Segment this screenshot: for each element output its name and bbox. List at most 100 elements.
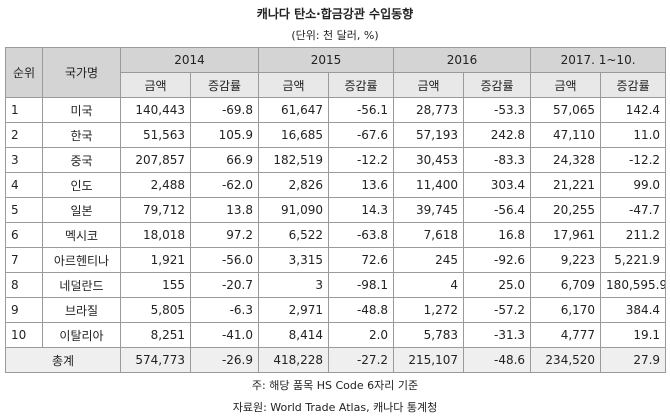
cell: -98.1 [328, 272, 395, 298]
data-row: 5 일본 79,712 13.8 91,090 14.3 39,745 -56.4 20,255… [5, 197, 667, 223]
cell: 6,709 [530, 272, 602, 298]
cell: 4 [393, 272, 465, 298]
cell: 155 [120, 272, 191, 298]
cell: 418,228 [258, 347, 330, 373]
cell: 16.8 [463, 222, 532, 248]
header-cell: 순위 [5, 47, 43, 98]
cell: 180,595.9 [600, 272, 667, 298]
header-cell: 2015 [258, 47, 395, 73]
cell: 일본 [42, 197, 121, 223]
header-row: 금액 증감률 금액 증감률 금액 증감률 금액 증감률 [6, 72, 667, 98]
data-row: 4 인도 2,488 -62.0 2,826 13.6 11,400 303.4 21,221 9… [5, 172, 667, 198]
cell: 142.4 [600, 97, 667, 123]
cell: 13.8 [189, 197, 260, 223]
cell: 11,400 [393, 172, 465, 198]
cell: 303.4 [463, 172, 532, 198]
subheader-cell: 금액 [120, 72, 191, 98]
cell: 21,221 [530, 172, 602, 198]
cell: 8,414 [258, 322, 330, 348]
subheader-cell: 금액 [530, 72, 602, 98]
cell: 242.8 [463, 122, 532, 148]
cell: 8,251 [120, 322, 191, 348]
cell: 5,805 [120, 297, 191, 323]
cell: -26.9 [189, 347, 260, 373]
table: 순위 국가명 2014 2015 2016 2017. 1~10. 금액 증감률 금액 증감률 금액… [5, 47, 667, 373]
cell: 네덜란드 [42, 272, 121, 298]
total-row: 총계 574,773 -26.9 418,228 -27.2 215,107 -48.6 23… [5, 347, 667, 373]
cell: -56.0 [189, 247, 260, 273]
cell: -41.0 [189, 322, 260, 348]
cell: 47,110 [530, 122, 602, 148]
cell: 한국 [42, 122, 121, 148]
subtitle: (단위: 천 달러, %) [291, 29, 379, 42]
cell: 5 [5, 197, 43, 223]
cell: 99.0 [600, 172, 667, 198]
subheader-cell: 금액 [258, 72, 330, 98]
cell: 182,519 [258, 147, 330, 173]
cell: 6 [5, 222, 43, 248]
cell: 11.0 [600, 122, 667, 148]
cell: 19.1 [600, 322, 667, 348]
cell: -62.0 [189, 172, 260, 198]
cell: 9 [5, 297, 43, 323]
cell: 2,488 [120, 172, 191, 198]
cell: 97.2 [189, 222, 260, 248]
cell: 30,453 [393, 147, 465, 173]
cell: 1,921 [120, 247, 191, 273]
cell: 미국 [42, 97, 121, 123]
cell: 3,315 [258, 247, 330, 273]
cell: 66.9 [189, 147, 260, 173]
subheader-cell: 증감률 [463, 72, 532, 98]
cell: 7 [5, 247, 43, 273]
cell: 72.6 [328, 247, 395, 273]
cell: 4 [5, 172, 43, 198]
cell: -20.7 [189, 272, 260, 298]
cell: 39,745 [393, 197, 465, 223]
cell: 24,328 [530, 147, 602, 173]
cell: 2,971 [258, 297, 330, 323]
cell: 1,272 [393, 297, 465, 323]
cell: -92.6 [463, 247, 532, 273]
cell: -57.2 [463, 297, 532, 323]
cell: -53.3 [463, 97, 532, 123]
cell: 25.0 [463, 272, 532, 298]
data-row: 2 한국 51,563 105.9 16,685 -67.6 57,193 242.8 47,1… [5, 122, 667, 148]
cell: 79,712 [120, 197, 191, 223]
cell: 3 [258, 272, 330, 298]
cell: -48.8 [328, 297, 395, 323]
cell: -12.2 [600, 147, 667, 173]
cell: 6,170 [530, 297, 602, 323]
cell: -48.6 [463, 347, 532, 373]
cell: 245 [393, 247, 465, 273]
cell: -47.7 [600, 197, 667, 223]
cell: -67.6 [328, 122, 395, 148]
cell: 140,443 [120, 97, 191, 123]
note: 주: 해당 품목 HS Code 6자리 기준 [251, 379, 419, 392]
header-row: 순위 국가명 2014 2015 2016 2017. 1~10. [5, 47, 667, 98]
cell: 16,685 [258, 122, 330, 148]
cell: 이탈리아 [42, 322, 121, 348]
cell: -69.8 [189, 97, 260, 123]
cell: 5,783 [393, 322, 465, 348]
header-cell: 2014 [119, 47, 260, 73]
cell: 8 [5, 272, 43, 298]
cell: -31.3 [463, 322, 532, 348]
header-cell: 2017. 1~10. [530, 47, 667, 73]
cell: -27.2 [328, 347, 395, 373]
data-row: 6 멕시코 18,018 97.2 6,522 -63.8 7,618 16.8 17,961 2… [5, 222, 667, 248]
cell: 3 [5, 147, 43, 173]
cell: 4,777 [530, 322, 602, 348]
cell: -6.3 [189, 297, 260, 323]
cell: 9,223 [530, 247, 602, 273]
cell: 총계 [5, 347, 121, 373]
cell: -12.2 [328, 147, 395, 173]
cell: 211.2 [600, 222, 667, 248]
data-row: 3 중국 207,857 66.9 182,519 -12.2 30,453 -83.3 24,… [5, 147, 667, 173]
subheader-cell: 금액 [393, 72, 465, 98]
cell: -56.4 [463, 197, 532, 223]
data-row: 10 이탈리아 8,251 -41.0 8,414 2.0 5,783 -31.3 4,777 1… [5, 322, 667, 348]
cell: 20,255 [530, 197, 602, 223]
cell: 57,065 [530, 97, 602, 123]
cell: 브라질 [42, 297, 121, 323]
